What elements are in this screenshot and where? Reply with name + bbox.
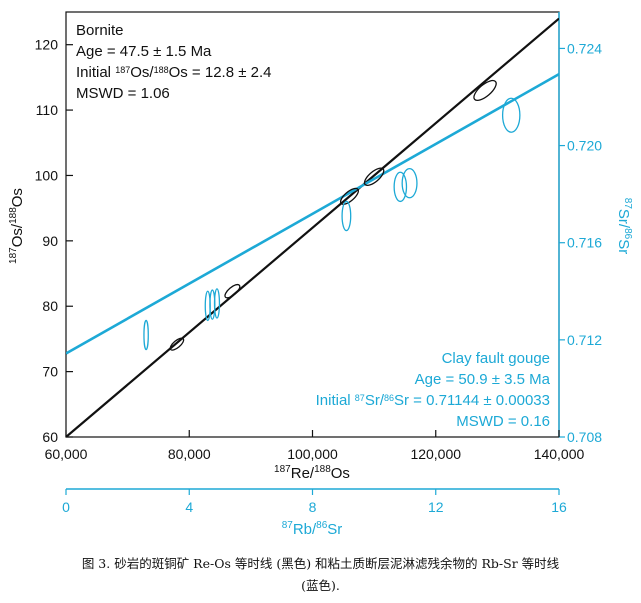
right-y-axis-label: 87Sr/86Sr	[615, 198, 633, 254]
figure-caption: 图 3. 砂岩的斑铜矿 Re-Os 等时线 (黑色) 和粘土质断层泥淋滤残余物的…	[0, 553, 641, 597]
left-tick-label: 80	[42, 298, 58, 314]
caption-line-2: (蓝色).	[301, 578, 340, 593]
secondary-x-tick-label: 16	[551, 499, 567, 515]
secondary-x-tick-label: 12	[428, 499, 444, 515]
re-os-data-point	[224, 283, 241, 299]
left-tick-label: 120	[35, 37, 59, 53]
right-tick-label: 0.724	[567, 40, 602, 56]
bornite-initial-ratio: Initial 187Os/188Os = 12.8 ± 2.4	[76, 64, 272, 81]
bottom-tick-label: 100,000	[287, 446, 338, 462]
right-tick-label: 0.708	[567, 429, 602, 445]
bottom-tick-label: 80,000	[168, 446, 211, 462]
rb-sr-data-point	[213, 288, 221, 319]
rb-sr-isochron-line	[66, 73, 559, 355]
bornite-title: Bornite	[76, 22, 124, 39]
right-axis-ticks: 0.708 0.712 0.716 0.720 0.724	[558, 12, 602, 445]
bornite-age: Age = 47.5 ± 1.5 Ma	[76, 43, 212, 60]
bornite-mswd: MSWD = 1.06	[76, 85, 170, 102]
left-tick-label: 60	[42, 429, 58, 445]
secondary-x-axis: 0 4 8 12 16	[62, 488, 567, 515]
secondary-x-tick-label: 0	[62, 499, 70, 515]
re-os-isochron-line	[66, 17, 559, 437]
caption-line-1: 图 3. 砂岩的斑铜矿 Re-Os 等时线 (黑色) 和粘土质断层泥淋滤残余物的…	[81, 556, 560, 571]
re-os-data-point	[473, 79, 497, 102]
rb-sr-data-point	[341, 200, 352, 232]
bottom-tick-label: 60,000	[45, 446, 88, 462]
re-os-data-point	[363, 167, 385, 187]
bottom-tick-label: 120,000	[410, 446, 461, 462]
rb-sr-data-point	[401, 167, 418, 199]
re-os-error-ellipses	[169, 79, 497, 351]
plot-area	[66, 17, 559, 437]
left-tick-label: 70	[42, 364, 58, 380]
right-tick-label: 0.712	[567, 332, 602, 348]
right-tick-label: 0.716	[567, 235, 602, 251]
x-axis-label: 187Re/188Os	[274, 464, 350, 482]
rb-sr-data-point	[393, 171, 408, 203]
bornite-annotation: Bornite Age = 47.5 ± 1.5 Ma Initial 187O…	[76, 20, 271, 104]
secondary-x-tick-label: 8	[309, 499, 317, 515]
clay-gouge-title: Clay fault gouge	[441, 350, 550, 367]
clay-gouge-mswd: MSWD = 0.16	[456, 413, 550, 430]
rb-sr-error-ellipses	[143, 97, 521, 351]
bottom-tick-label: 140,000	[534, 446, 585, 462]
clay-gouge-annotation: Clay fault gouge Age = 50.9 ± 3.5 Ma Ini…	[316, 348, 550, 432]
y-axis-label: 187Os/188Os	[8, 188, 26, 264]
left-tick-label: 110	[36, 102, 59, 118]
secondary-x-tick-label: 4	[185, 499, 193, 515]
re-os-data-point	[169, 337, 185, 351]
right-tick-label: 0.720	[567, 138, 602, 154]
left-axis-ticks: 60 70 80 90 100 110 120	[35, 37, 73, 445]
left-tick-label: 90	[42, 233, 58, 249]
bottom-axis-ticks: 60,000 80,000 100,000 120,000 140,000	[45, 430, 585, 462]
rb-sr-data-point	[143, 319, 149, 351]
rb-sr-data-point	[501, 97, 521, 133]
left-tick-label: 100	[35, 167, 59, 183]
re-os-data-point	[339, 187, 360, 205]
secondary-x-axis-label: 87Rb/86Sr	[282, 520, 343, 538]
clay-gouge-age: Age = 50.9 ± 3.5 Ma	[414, 371, 550, 388]
clay-gouge-initial-ratio: Initial 87Sr/86Sr = 0.71144 ± 0.00033	[315, 392, 550, 409]
